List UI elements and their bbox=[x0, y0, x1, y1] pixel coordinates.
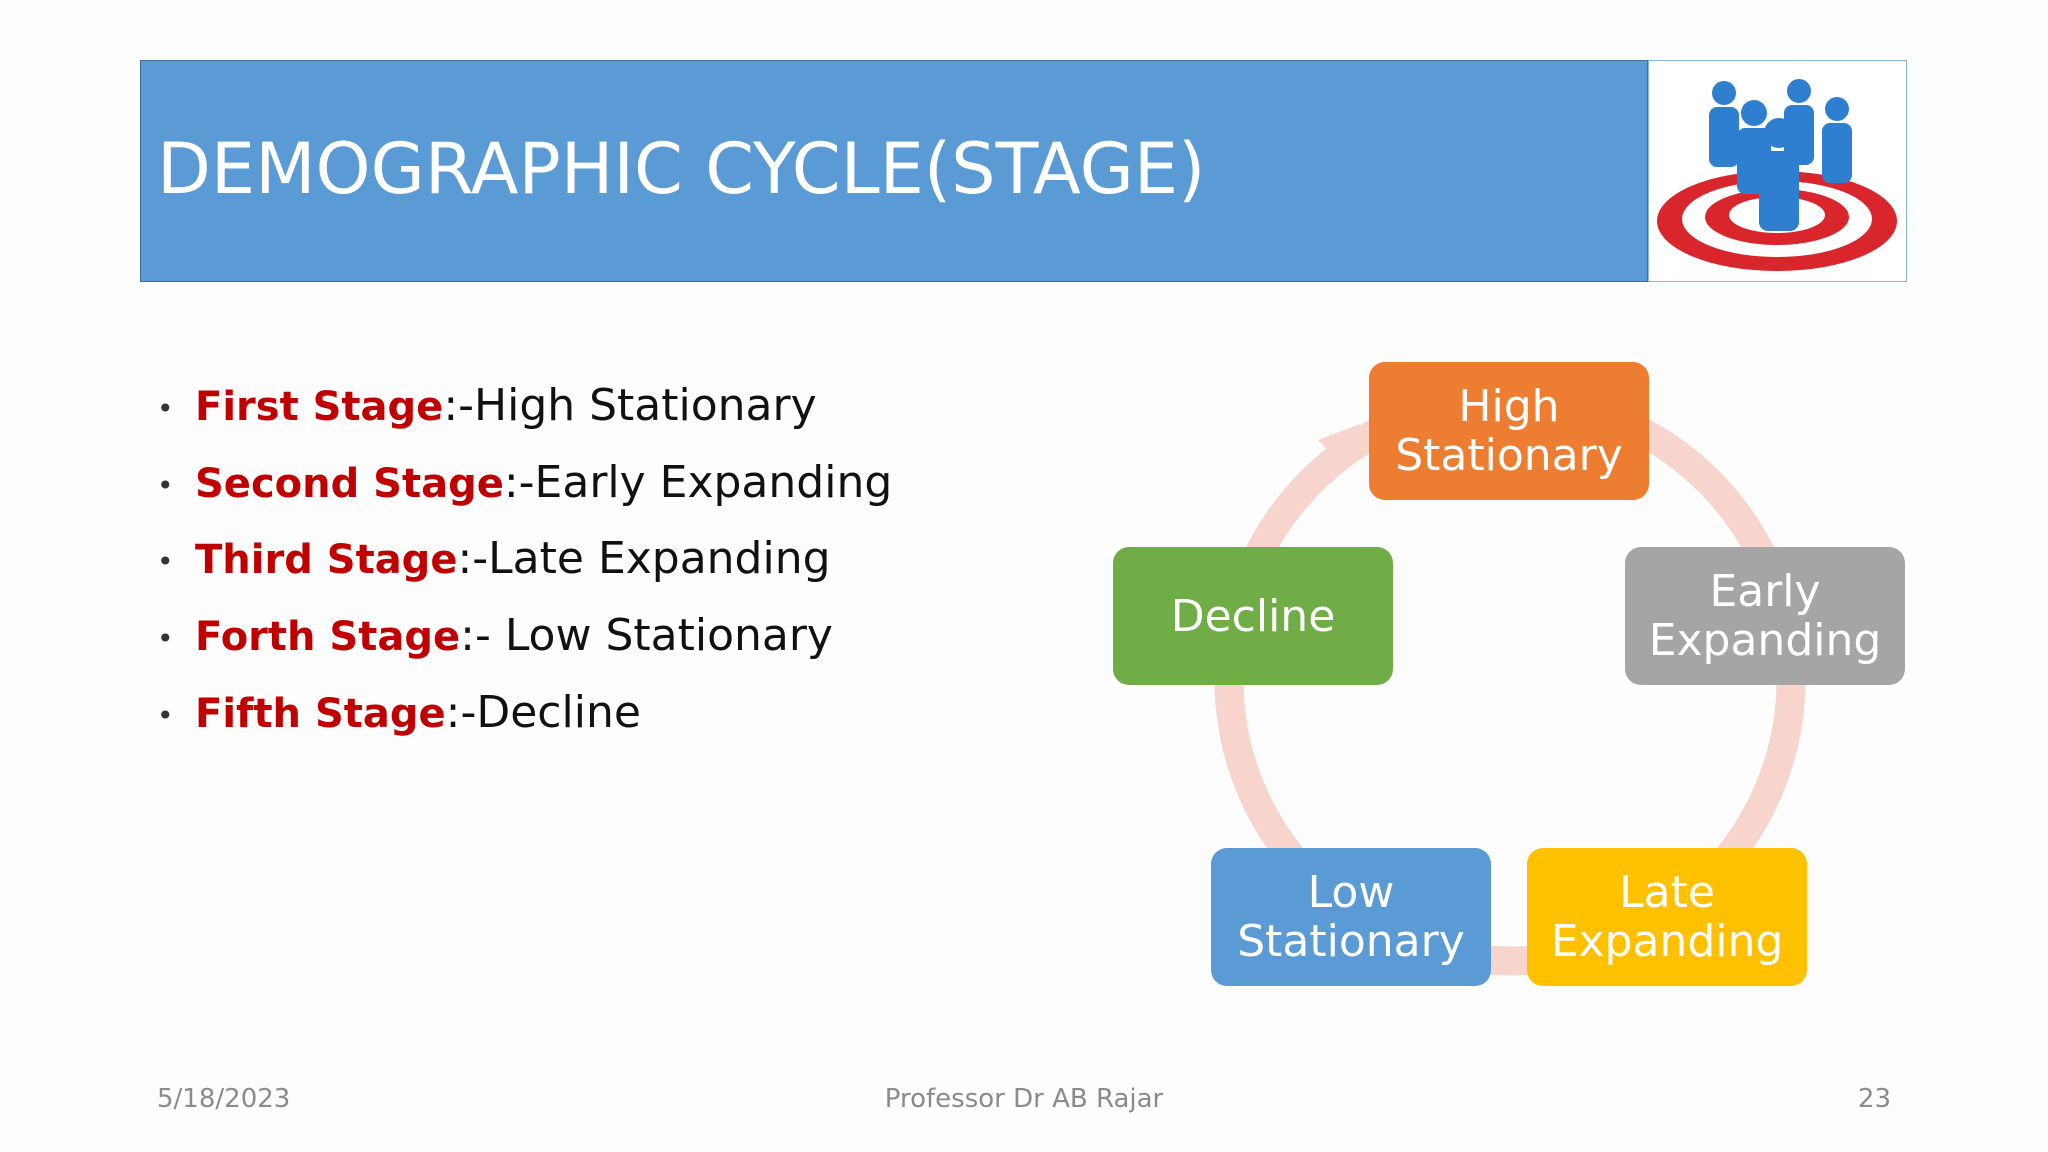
bullet: • Second Stage:-Early Expanding bbox=[157, 457, 893, 508]
logo bbox=[1648, 60, 1907, 282]
bullet-text: :-Decline bbox=[445, 687, 641, 738]
footer-date: 5/18/2023 bbox=[157, 1084, 291, 1114]
bullet-label: Forth Stage bbox=[195, 614, 461, 660]
bullet: • Fifth Stage:-Decline bbox=[157, 687, 641, 738]
bullet: • Third Stage:-Late Expanding bbox=[157, 533, 831, 584]
bullet-label: Third Stage bbox=[195, 537, 458, 583]
footer-author: Professor Dr AB Rajar bbox=[884, 1084, 1164, 1114]
bullet-text: :-Early Expanding bbox=[503, 457, 893, 508]
cycle-node: Decline bbox=[1113, 547, 1393, 685]
bullet-text: :- Low Stationary bbox=[460, 610, 833, 661]
bullet-label: First Stage bbox=[195, 384, 444, 430]
cycle-node: Low Stationary bbox=[1211, 848, 1491, 986]
bullet: • Forth Stage:- Low Stationary bbox=[157, 610, 833, 661]
bullet-text: :-Late Expanding bbox=[457, 533, 831, 584]
logo-icon bbox=[1657, 79, 1897, 271]
bullet-label: Second Stage bbox=[195, 461, 504, 507]
cycle-node: High Stationary bbox=[1369, 362, 1649, 500]
footer-page: 23 bbox=[1857, 1084, 1891, 1114]
bullet-text: :-High Stationary bbox=[443, 380, 817, 431]
header-band bbox=[140, 60, 1648, 282]
slide-title: DEMOGRAPHIC CYCLE(STAGE) bbox=[157, 128, 1206, 210]
cycle-node: Late Expanding bbox=[1527, 848, 1807, 986]
bullet: • First Stage:-High Stationary bbox=[157, 380, 817, 431]
bullet-label: Fifth Stage bbox=[195, 691, 446, 737]
cycle-node: Early Expanding bbox=[1625, 547, 1905, 685]
